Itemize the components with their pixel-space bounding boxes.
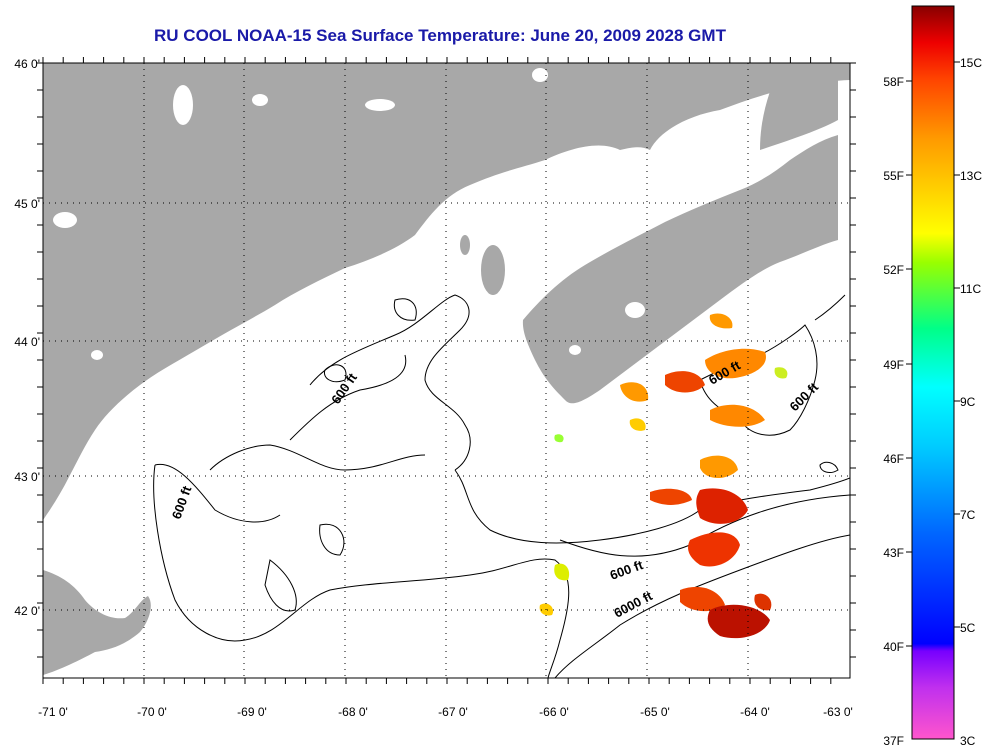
lon-label: -63 0'	[823, 705, 853, 719]
cb-f-label: 58F	[883, 75, 904, 89]
lon-label: -71 0'	[38, 705, 68, 719]
graticule	[43, 63, 850, 678]
cb-f-label: 49F	[883, 358, 904, 372]
lat-label: 44 0'	[14, 335, 40, 349]
colorbar	[911, 5, 955, 740]
cb-f-label: 55F	[883, 169, 904, 183]
map-frame: 600 ft 600 ft 600 ft 600 ft 600 ft 6000 …	[43, 63, 850, 678]
cb-c-label: 13C	[960, 169, 982, 183]
land-new-england	[43, 63, 850, 520]
depth-contours	[153, 294, 850, 678]
cb-f-label: 52F	[883, 263, 904, 277]
land-cape-breton	[760, 65, 838, 150]
lakes	[53, 68, 760, 360]
cb-f-label: 43F	[883, 546, 904, 560]
colorbar-ticks	[906, 61, 960, 647]
land-cape-cod	[43, 570, 151, 675]
lon-label: -68 0'	[338, 705, 368, 719]
lon-label: -64 0'	[740, 705, 770, 719]
lat-label: 43 0'	[14, 470, 40, 484]
lon-label: -65 0'	[640, 705, 670, 719]
lon-axis: -71 0' -70 0' -69 0' -68 0' -67 0' -66 0…	[38, 705, 853, 719]
land-nova-scotia	[522, 135, 838, 404]
cb-f-label: 40F	[883, 640, 904, 654]
axis-ticks	[37, 57, 856, 684]
cb-c-label: 15C	[960, 56, 982, 70]
island	[460, 235, 470, 255]
cb-c-label: 11C	[960, 282, 981, 296]
map-title: RU COOL NOAA-15 Sea Surface Temperature:…	[154, 26, 726, 45]
lat-label: 46 0'	[14, 57, 40, 71]
cb-c-label: 5C	[960, 621, 976, 635]
cb-f-label: 37F	[883, 734, 904, 748]
island	[481, 245, 505, 295]
lon-label: -70 0'	[137, 705, 167, 719]
lat-label: 42 0'	[14, 604, 40, 618]
lon-label: -67 0'	[438, 705, 468, 719]
colorbar-fahrenheit: 58F 55F 52F 49F 46F 43F 40F 37F	[883, 75, 904, 748]
cb-c-label: 9C	[960, 395, 976, 409]
colorbar-celsius: 15C 13C 11C 9C 7C 5C 3C	[960, 56, 982, 748]
lat-axis: 46 0' 45 0' 44 0' 43 0' 42 0'	[14, 57, 40, 618]
cb-f-label: 46F	[883, 452, 904, 466]
cb-c-label: 3C	[960, 734, 976, 748]
cb-c-label: 7C	[960, 508, 976, 522]
sst-patches	[539, 313, 788, 639]
lat-label: 45 0'	[14, 197, 40, 211]
lon-label: -66 0'	[539, 705, 569, 719]
lon-label: -69 0'	[237, 705, 267, 719]
